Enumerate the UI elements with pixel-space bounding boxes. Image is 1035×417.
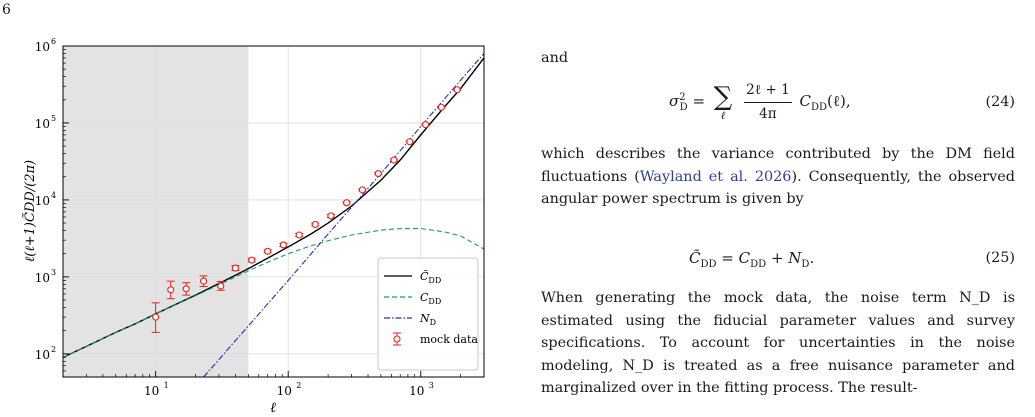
sum-index: ℓ (720, 108, 726, 122)
x-tick-exponent: 2 (296, 381, 301, 390)
data-point (453, 86, 461, 94)
legend-box (377, 257, 479, 371)
legend-label-subscript: DD (428, 297, 441, 306)
data-point (406, 138, 414, 146)
paragraph-and: and (541, 50, 569, 66)
paragraph-mock-data: When generating the mock data, the noise… (541, 290, 1015, 396)
eq25-end: . (809, 249, 815, 267)
eq24-lhs-sub: D (679, 102, 688, 113)
data-point (182, 285, 190, 293)
sum-operator: ∑ ℓ (713, 81, 733, 122)
legend-label: mock data (420, 333, 478, 346)
equation-25: C̃DD = CDD + ND. (25) (541, 237, 1015, 277)
data-point (231, 264, 240, 272)
page-number: 6 (2, 2, 11, 18)
data-point (264, 247, 272, 255)
data-point (343, 199, 351, 207)
data-point (200, 277, 208, 285)
eq25-equals: = (716, 249, 739, 267)
data-point (152, 313, 160, 321)
eq24-rhs-sub: DD (810, 102, 827, 113)
paragraph-variance-text: which describes the variance contributed… (541, 146, 1015, 185)
x-tick-exponent: 3 (429, 381, 434, 390)
legend-label-subscript: D (430, 318, 436, 327)
eq24-lhs-sup: 2 (679, 92, 686, 103)
data-point (279, 241, 287, 249)
data-point (437, 103, 445, 111)
eq25-plus: + (766, 249, 789, 267)
eq24-rhs: C (799, 92, 811, 110)
series-line-dashdot (203, 53, 484, 377)
eq25-t2: N (788, 249, 802, 267)
data-point (390, 156, 398, 164)
y-tick-label: 10 (35, 194, 50, 208)
eq24-rhs-arg: (ℓ), (826, 92, 851, 110)
x-tick-label: 10 (277, 384, 292, 398)
data-point (248, 256, 256, 264)
x-tick-label: 10 (409, 384, 424, 398)
y-tick-exponent: 3 (51, 268, 56, 277)
series-line-dashed (63, 227, 484, 358)
fraction-numerator: 2ℓ + 1 (744, 79, 792, 103)
y-tick-exponent: 4 (51, 191, 56, 200)
data-point (167, 286, 175, 294)
paragraph-variance: which describes the variance contributed… (541, 143, 1015, 211)
citation-link[interactable]: Wayland et al. 2026 (639, 168, 792, 185)
fraction: 2ℓ + 1 4π (744, 79, 792, 125)
data-point (374, 170, 382, 178)
y-tick-label: 10 (35, 40, 50, 54)
data-point (295, 231, 303, 239)
data-point (327, 212, 335, 220)
series-line-solid (63, 57, 484, 358)
eq25-t1: C (738, 249, 751, 267)
y-tick-label: 10 (35, 271, 50, 285)
equation-number-24: (24) (985, 94, 1015, 110)
data-point (422, 121, 430, 129)
paragraph-variance-text-end: ). Consequently, the observed angular po… (541, 168, 1015, 208)
eq25-lhs: C̃ (689, 249, 701, 267)
legend-label-subscript: DD (428, 276, 441, 285)
eq24-lhs: σ (669, 92, 680, 110)
data-point (217, 282, 225, 290)
x-tick-exponent: 1 (164, 381, 169, 390)
y-tick-exponent: 2 (51, 345, 56, 354)
y-tick-label: 10 (35, 348, 50, 362)
data-point (358, 186, 366, 194)
equation-24: σ2D = ∑ ℓ 2ℓ + 1 4π CDD(ℓ), (24) (541, 77, 1015, 127)
y-tick-exponent: 6 (51, 37, 56, 46)
legend-point-marker (393, 335, 401, 343)
data-point (311, 220, 319, 228)
eq25-lhs-sub: DD (700, 259, 717, 270)
x-tick-label: 10 (144, 384, 159, 398)
equation-number-25: (25) (985, 250, 1015, 266)
eq25-t1-sub: DD (750, 259, 767, 270)
y-tick-exponent: 5 (51, 114, 56, 123)
power-spectrum-figure: 10 1 10 2 10 310 210 310 410 510 6 ℓ ℓ(ℓ+1)C̃DD/(2… (22, 37, 485, 416)
eq25-t2-sub: D (801, 259, 810, 270)
y-axis-label: ℓ(ℓ+1)C̃DD/(2π) (22, 160, 38, 262)
x-axis-label: ℓ (270, 400, 276, 416)
y-tick-label: 10 (35, 117, 50, 131)
fraction-denominator: 4π (759, 105, 777, 122)
